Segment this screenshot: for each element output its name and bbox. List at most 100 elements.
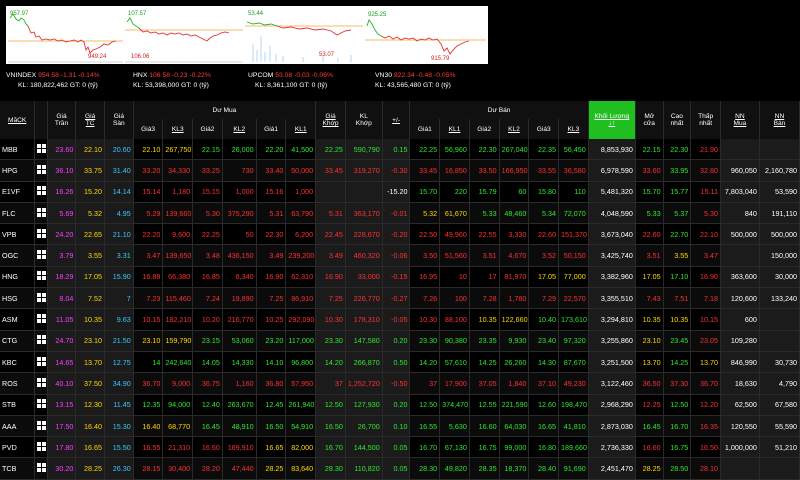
cell-high: 28.50 (663, 457, 692, 480)
header-floor[interactable]: Giá Sàn (104, 101, 134, 139)
grid-icon[interactable] (37, 441, 47, 451)
header-sell-vol3[interactable]: KL3 (558, 119, 589, 139)
table-row[interactable]: E1VF 16.26 15.20 14.14 15.14 1,180 15.15 1,000 1… (0, 181, 800, 203)
header-match-volume[interactable]: KL Khớp (345, 101, 383, 139)
cell-symbol[interactable]: HPG (0, 159, 36, 182)
grid-icon[interactable] (37, 399, 47, 409)
table-row[interactable]: TCB 30.20 28.25 26.30 28.15 30,400 28.20 47,440… (0, 457, 800, 480)
grid-icon[interactable] (37, 228, 47, 238)
cell-sell-price3: 22.60 (528, 223, 560, 245)
table-row[interactable]: MBB 23.60 22.10 20.60 22.10 267,750 22.15 26,00… (0, 139, 800, 160)
cell-symbol[interactable]: FLC (0, 202, 36, 224)
cell-ceiling: 18.29 (47, 266, 77, 288)
grid-icon[interactable] (37, 335, 47, 345)
grid-icon[interactable] (37, 314, 47, 324)
cell-sell-vol3: 97,320 (558, 330, 589, 352)
table-row[interactable]: ASM 11.05 10.35 9.63 10.15 182,210 10.20 216,77… (0, 308, 800, 331)
header-nn-sell[interactable]: NN Bán (759, 101, 800, 139)
vn30-kl: KL: 43,565,480 (375, 82, 422, 89)
header-symbol[interactable]: MãCK (0, 101, 36, 139)
header-change[interactable]: +/- (382, 101, 411, 139)
cell-symbol[interactable]: CTG (0, 330, 36, 352)
header-reference[interactable]: Giá TC (75, 101, 106, 139)
cell-symbol[interactable]: PVD (0, 436, 36, 458)
header-buy-vol2[interactable]: KL2 (222, 119, 257, 139)
grid-icon[interactable] (37, 164, 47, 174)
header-nn-buy[interactable]: NN Mua (720, 101, 760, 139)
cell-high: 14.25 (663, 351, 692, 373)
table-row[interactable]: HSG 8.04 7.52 7 7.23 115,460 7.24 19,890 7.25 86,… (0, 287, 800, 309)
index-chart-vnindex[interactable]: 957.97 949.24 VNINDEX 954.58 -1.31 -0.14… (6, 0, 136, 100)
cell-sell-vol2: 1,780 (499, 287, 530, 309)
cell-buy-price3: 5.29 (133, 202, 164, 224)
cell-change: 0.15 (382, 139, 411, 160)
cell-match-volume: 1,252,720 (345, 372, 383, 395)
cell-symbol[interactable]: STB (0, 394, 36, 416)
header-total-volume[interactable]: Khối Lượng ↓↑ (588, 101, 636, 139)
cell-symbol[interactable]: E1VF (0, 181, 36, 203)
cell-match-volume (345, 181, 383, 203)
cell-symbol[interactable]: AAA (0, 415, 36, 437)
cell-symbol[interactable]: MBB (0, 139, 36, 160)
cell-buy-price3: 10.15 (133, 308, 164, 331)
grid-icon[interactable] (37, 463, 47, 473)
table-row[interactable]: VPB 24.20 22.65 21.10 22.20 9,600 22.25 50 22.30… (0, 223, 800, 245)
cell-symbol[interactable]: OGC (0, 244, 36, 267)
grid-icon[interactable] (37, 271, 47, 281)
index-chart-upcom[interactable]: 53.44 53.07 UPCOM 53.08 -0.03 -0.06% KL:… (243, 0, 373, 100)
table-row[interactable]: CTG 24.70 23.10 21.50 23.10 159,790 23.15 53,06… (0, 330, 800, 352)
grid-icon[interactable] (37, 250, 47, 260)
cell-sell-vol1: 56,960 (439, 139, 470, 160)
header-sell-vol1[interactable]: KL1 (439, 119, 470, 139)
cell-symbol[interactable]: TCB (0, 457, 36, 480)
cell-floor: 15.30 (104, 415, 134, 437)
grid-icon[interactable] (37, 186, 47, 196)
index-chart-vn30[interactable]: 925.25 915.79 VN30 922.34 -0.48 -0.05% K… (363, 0, 493, 100)
header-sell-vol2[interactable]: KL2 (499, 119, 530, 139)
table-row[interactable]: AAA 17.50 16.40 15.30 16.40 68,770 16.45 48,910… (0, 415, 800, 437)
header-high[interactable]: Cao nhất (663, 101, 692, 139)
grid-icon[interactable] (37, 292, 47, 302)
cell-buy-price3: 22.20 (133, 223, 164, 245)
grid-icon[interactable] (37, 143, 47, 153)
cell-symbol[interactable]: VPB (0, 223, 36, 245)
grid-icon[interactable] (37, 207, 47, 217)
cell-match-volume: 226,770 (345, 287, 383, 309)
header-buy-vol1[interactable]: KL1 (285, 119, 317, 139)
vn30-change: -0.48 (416, 72, 433, 79)
grid-icon[interactable] (37, 356, 47, 366)
cell-symbol[interactable]: HNG (0, 266, 36, 288)
header-open[interactable]: Mở cửa (635, 101, 664, 139)
cell-sell-vol1: 10 (439, 266, 470, 288)
cell-high: 22.30 (663, 139, 692, 160)
table-row[interactable]: FLC 5.69 5.32 4.95 5.29 139,660 5.30 375,290 5.3… (0, 202, 800, 224)
cell-symbol[interactable]: HSG (0, 287, 36, 309)
header-buy-vol3[interactable]: KL3 (162, 119, 194, 139)
grid-icon[interactable] (37, 420, 47, 430)
cell-low: 28.10 (690, 457, 721, 480)
table-row[interactable]: OGC 3.79 3.55 3.31 3.47 139,650 3.48 436,150 3.4… (0, 244, 800, 267)
cell-nn-buy (720, 139, 760, 160)
grid-icon[interactable] (37, 377, 47, 387)
cell-symbol[interactable]: KBC (0, 351, 36, 373)
header-match-price[interactable]: Giá Khớp (315, 101, 346, 139)
index-chart-hnx[interactable]: 107.57 106.06 HNX 106.58 -0.23 -0.22% KL… (123, 0, 253, 100)
table-row[interactable]: PVD 17.80 16.65 15.50 16.55 21,310 16.60 169,91… (0, 436, 800, 458)
header-low[interactable]: Thấp nhất (690, 101, 721, 139)
table-row[interactable]: KBC 14.65 13.70 12.75 14 242,640 14.05 14,330 14… (0, 351, 800, 373)
header-ceiling[interactable]: Giá Trần (47, 101, 77, 139)
vn30-max-label: 925.25 (368, 12, 387, 18)
cell-ceiling: 14.65 (47, 351, 77, 373)
table-row[interactable]: HNG 18.29 17.05 15.90 16.88 66,380 16.85 6,340 1… (0, 266, 800, 288)
table-row[interactable]: ROS 40.10 37.50 34.90 36.70 9,000 36.75 1,160 36… (0, 372, 800, 395)
cell-symbol[interactable]: ASM (0, 308, 36, 331)
upcom-name: UPCOM (248, 72, 274, 79)
table-row[interactable]: STB 13.15 12.30 11.45 12.35 94,000 12.40 263,67… (0, 394, 800, 416)
cell-ceiling: 36.10 (47, 159, 77, 182)
cell-low: 16.50 (690, 436, 721, 458)
table-row[interactable]: HPG 36.10 33.75 31.40 33.20 34,330 33.25 730 33.… (0, 159, 800, 182)
cell-symbol[interactable]: ROS (0, 372, 36, 395)
hnx-caption: HNX 106.58 -0.23 -0.22% (123, 72, 263, 80)
cell-sell-price1: 16.55 (409, 415, 441, 437)
cell-total-volume: 3,294,810 (588, 308, 636, 331)
